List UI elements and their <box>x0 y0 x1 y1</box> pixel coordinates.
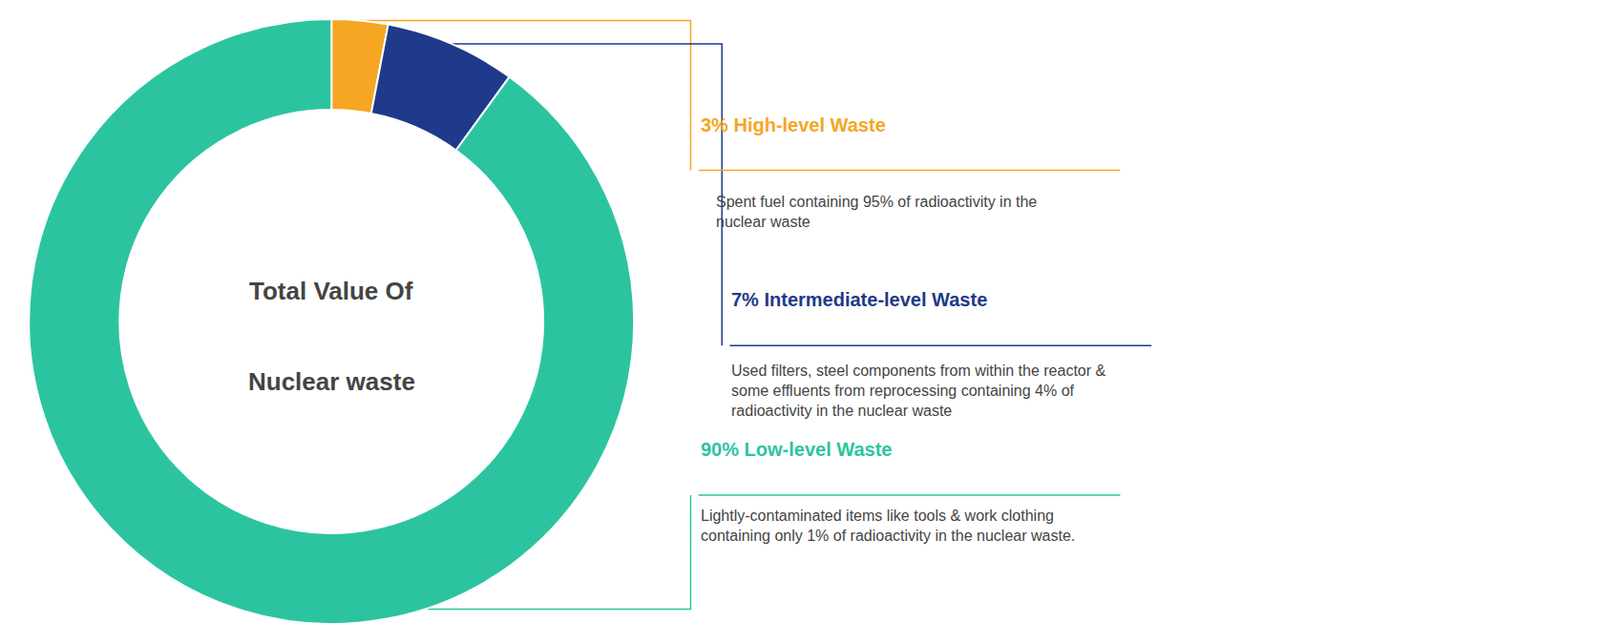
svg-text:3% High-level Waste: 3% High-level Waste <box>700 114 886 136</box>
svg-text:Nuclear waste: Nuclear waste <box>248 367 416 397</box>
svg-text:Total Value Of: Total Value Of <box>249 276 414 306</box>
svg-text:Spent fuel containing 95% of r: Spent fuel containing 95% of radioactivi… <box>715 193 1037 231</box>
svg-text:7% Intermediate-level Waste: 7% Intermediate-level Waste <box>731 289 988 311</box>
svg-text:90% Low-level Waste: 90% Low-level Waste <box>700 439 892 461</box>
svg-text:Used filters, steel components: Used filters, steel components from with… <box>731 362 1106 420</box>
svg-text:Lightly-contaminated items lik: Lightly-contaminated items like tools & … <box>700 507 1075 545</box>
